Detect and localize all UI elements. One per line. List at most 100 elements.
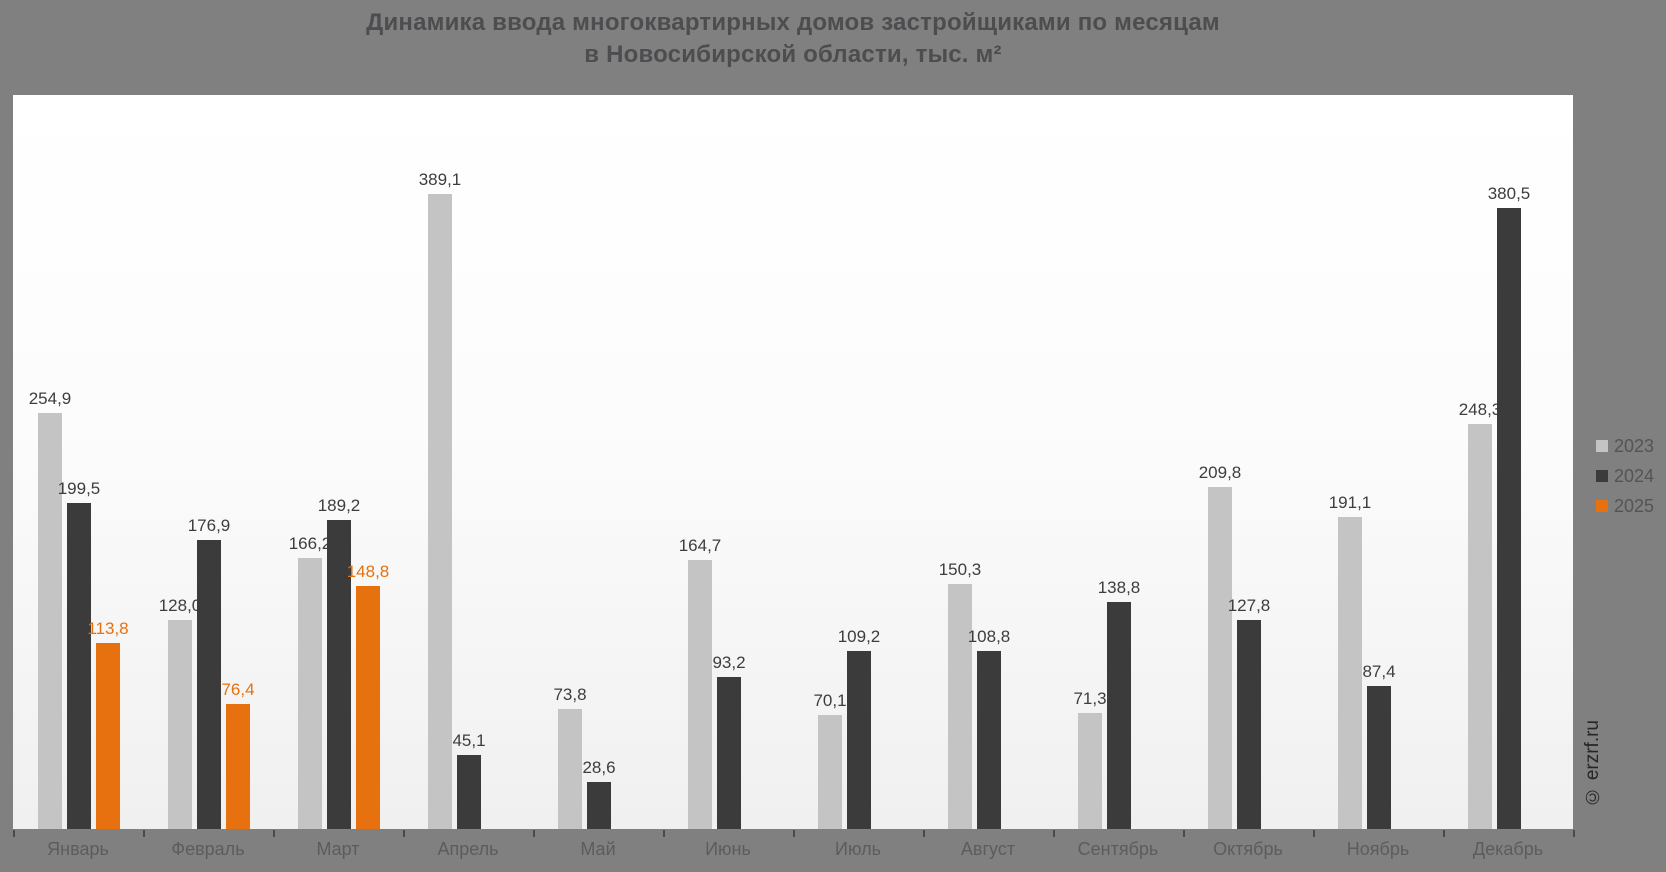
legend-swatch-icon <box>1595 440 1608 452</box>
plot-area: 254,9 199,5 113,8 128,0 176,9 76,4 166,2 189,2 1… <box>13 95 1573 829</box>
value-label-2023-Декабрь: 248,3 <box>1458 400 1502 419</box>
bar-2023-Май <box>558 709 582 829</box>
value-label-2023-Сентябрь: 71,3 <box>1073 689 1107 708</box>
bar-2024-Август <box>977 651 1001 829</box>
month-slot-Декабрь: 248,3 380,5 <box>1443 95 1573 829</box>
value-label-2024-Декабрь: 380,5 <box>1487 184 1531 203</box>
axis-tick <box>1183 830 1185 837</box>
bar-2023-Июль <box>818 715 842 829</box>
month-label-Февраль: Февраль <box>171 839 245 859</box>
legend-swatch-icon <box>1595 470 1608 482</box>
month-label-Сентябрь: Сентябрь <box>1077 839 1159 859</box>
value-label-2023-Июнь: 164,7 <box>678 536 722 555</box>
value-label-2023-Февраль: 128,0 <box>158 596 202 615</box>
month-label-Июнь: Июнь <box>705 839 751 859</box>
bar-2024-Декабрь <box>1497 208 1521 829</box>
bar-2023-Ноябрь <box>1338 517 1362 829</box>
bar-2023-Апрель <box>428 194 452 829</box>
month-slot-Май: 73,8 28,6 <box>533 95 663 829</box>
chart-title: Динамика ввода многоквартирных домов зас… <box>0 7 1586 71</box>
month-slot-Январь: 254,9 199,5 113,8 <box>13 95 143 829</box>
value-label-2024-Апрель: 45,1 <box>452 731 486 750</box>
bar-2023-Сентябрь <box>1078 713 1102 829</box>
bar-2024-Сентябрь <box>1107 602 1131 829</box>
month-slot-Октябрь: 209,8 127,8 <box>1183 95 1313 829</box>
month-label-Август: Август <box>960 839 1016 859</box>
axis-tick <box>663 830 665 837</box>
chart-title-line2: в Новосибирской области, тыс. м² <box>584 41 1002 68</box>
bar-2024-Февраль <box>197 540 221 829</box>
bar-2023-Март <box>298 558 322 829</box>
bar-2025-Январь <box>96 643 120 829</box>
axis-tick <box>923 830 925 837</box>
month-slot-Март: 166,2 189,2 148,8 <box>273 95 403 829</box>
legend-label: 2023 <box>1613 435 1654 456</box>
month-slot-Февраль: 128,0 176,9 76,4 <box>143 95 273 829</box>
axis-tick <box>1573 830 1575 837</box>
month-slot-Ноябрь: 191,1 87,4 <box>1313 95 1443 829</box>
bar-2023-Февраль <box>168 620 192 829</box>
axis-tick <box>793 830 795 837</box>
value-label-2023-Октябрь: 209,8 <box>1198 463 1242 482</box>
bar-2024-Январь <box>67 503 91 829</box>
value-label-2024-Январь: 199,5 <box>57 479 101 498</box>
bar-2024-Апрель <box>457 755 481 829</box>
bar-2023-Октябрь <box>1208 487 1232 829</box>
bar-2024-Март <box>327 520 351 829</box>
value-label-2024-Июль: 109,2 <box>837 627 881 646</box>
axis-tick <box>273 830 275 837</box>
value-label-2024-Август: 108,8 <box>967 627 1011 646</box>
value-label-2024-Март: 189,2 <box>317 496 361 515</box>
bar-2024-Ноябрь <box>1367 686 1391 829</box>
axis-tick <box>13 830 15 837</box>
value-label-2024-Ноябрь: 87,4 <box>1362 662 1396 681</box>
month-slot-Июнь: 164,7 93,2 <box>663 95 793 829</box>
legend-item-2023: 2023 <box>1595 431 1654 461</box>
month-label-Июль: Июль <box>835 839 881 859</box>
bar-2024-Май <box>587 782 611 829</box>
value-label-2024-Май: 28,6 <box>582 758 616 777</box>
axis-tick <box>403 830 405 837</box>
month-label-Декабрь: Декабрь <box>1472 839 1544 859</box>
month-label-Март: Март <box>316 839 360 859</box>
value-label-2023-Январь: 254,9 <box>28 389 72 408</box>
value-label-2025-Февраль: 76,4 <box>221 680 255 699</box>
month-label-Январь: Январь <box>47 839 109 859</box>
bar-2023-Декабрь <box>1468 424 1492 829</box>
value-label-2023-Май: 73,8 <box>553 685 587 704</box>
bar-2023-Июнь <box>688 560 712 829</box>
month-label-Ноябрь: Ноябрь <box>1346 839 1410 859</box>
value-label-2025-Январь: 113,8 <box>87 619 129 638</box>
axis-tick <box>1053 830 1055 837</box>
legend-label: 2024 <box>1613 465 1654 486</box>
legend-label: 2025 <box>1613 495 1654 516</box>
month-label-Октябрь: Октябрь <box>1213 839 1283 859</box>
bar-2024-Октябрь <box>1237 620 1261 829</box>
axis-tick <box>1313 830 1315 837</box>
bar-2025-Февраль <box>226 704 250 829</box>
bar-2025-Март <box>356 586 380 829</box>
bar-2024-Июнь <box>717 677 741 829</box>
axis-tick <box>1443 830 1445 837</box>
legend: 2023 2024 2025 <box>1595 431 1654 521</box>
x-axis-ticks <box>13 829 1575 837</box>
watermark: © erzrf.ru <box>1582 720 1603 807</box>
value-label-2023-Август: 150,3 <box>938 560 982 579</box>
legend-item-2024: 2024 <box>1595 461 1654 491</box>
month-slot-Август: 150,3 108,8 <box>923 95 1053 829</box>
month-label-Апрель: Апрель <box>437 839 499 859</box>
axis-tick <box>143 830 145 837</box>
bar-2023-Январь <box>38 413 62 829</box>
month-slot-Апрель: 389,1 45,1 <box>403 95 533 829</box>
legend-swatch-icon <box>1595 500 1608 512</box>
bar-2024-Июль <box>847 651 871 829</box>
value-label-2023-Апрель: 389,1 <box>418 170 462 189</box>
value-label-2024-Сентябрь: 138,8 <box>1097 578 1141 597</box>
value-label-2024-Октябрь: 127,8 <box>1227 596 1271 615</box>
x-axis-labels: Январь Февраль Март Апрель Май Июнь Июль Август… <box>13 839 1573 863</box>
value-label-2024-Февраль: 176,9 <box>187 516 231 535</box>
value-label-2023-Июль: 70,1 <box>813 691 847 710</box>
bar-2023-Август <box>948 584 972 829</box>
value-label-2023-Март: 166,2 <box>288 534 332 553</box>
legend-item-2025: 2025 <box>1595 491 1654 521</box>
